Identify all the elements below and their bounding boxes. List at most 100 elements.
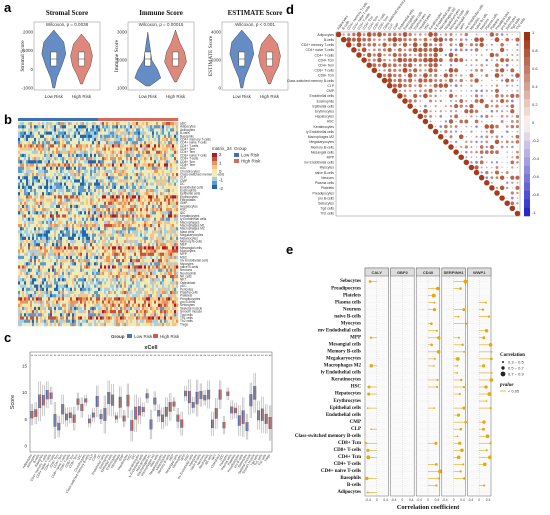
heatmap-cell (86, 150, 89, 155)
heatmap-cell (36, 144, 39, 148)
heatmap-cell (156, 150, 159, 155)
heatmap-cell (140, 125, 143, 129)
violin-frame (33, 21, 101, 91)
heatmap-cell (54, 176, 57, 180)
heatmap-cell (92, 166, 95, 171)
heatmap-cell (154, 198, 157, 202)
heatmap-cell (126, 185, 129, 190)
heatmap-cell (148, 246, 151, 250)
heatmap-cell (140, 137, 143, 142)
heatmap-cell (60, 153, 63, 158)
heatmap-cell (98, 198, 101, 202)
heatmap-cell (150, 290, 153, 295)
heatmap-cell (56, 157, 59, 161)
heatmap-cell (168, 297, 171, 301)
heatmap-cell (54, 188, 57, 193)
heatmap-cell (164, 278, 167, 282)
heatmap-row-label: Mast cells (180, 230, 195, 234)
heatmap-cell (146, 160, 149, 164)
heatmap-cell (164, 220, 167, 225)
heatmap-cell (140, 220, 143, 225)
heatmap-cell (128, 275, 131, 279)
heatmap-cell (140, 284, 143, 288)
heatmap-cell (68, 265, 71, 269)
heatmap-cell (20, 185, 23, 190)
heatmap-cell (20, 249, 23, 253)
heatmap-cell (176, 275, 179, 279)
heatmap-cell (18, 176, 21, 180)
heatmap-cell (152, 182, 155, 186)
heatmap-cell (152, 281, 155, 285)
heatmap-cell (90, 160, 93, 164)
heatmap-cell (28, 239, 31, 244)
heatmap-cell (138, 204, 141, 209)
heatmap-cell (176, 192, 179, 196)
heatmap-cell (48, 204, 51, 209)
heatmap-cell (74, 220, 77, 225)
heatmap-cell (110, 297, 113, 301)
heatmap-cell (136, 137, 139, 142)
heatmap-cell (34, 281, 37, 285)
heatmap-cell (60, 122, 63, 126)
heatmap-cell (80, 220, 83, 225)
heatmap-cell (126, 278, 129, 282)
heatmap-cell (176, 310, 179, 314)
heatmap-cell (64, 262, 67, 266)
heatmap-cell (110, 265, 113, 269)
heatmap-cell (136, 255, 139, 260)
heatmap-cell (126, 224, 129, 228)
heatmap-cell (70, 169, 73, 174)
heatmap-cell (134, 303, 137, 308)
heatmap-cell (168, 233, 171, 237)
heatmap-cell (104, 179, 107, 183)
heatmap-cell (130, 198, 133, 202)
heatmap-cell (62, 192, 65, 196)
heatmap-cell (58, 249, 61, 253)
heatmap-cell (174, 134, 177, 139)
heatmap-cell (76, 265, 79, 269)
heatmap-cell (98, 294, 101, 298)
heatmap-cell (142, 236, 145, 241)
heatmap-cell (108, 306, 111, 311)
heatmap-cell (166, 195, 169, 199)
heatmap-cell (62, 173, 65, 177)
heatmap-cell (88, 297, 91, 301)
heatmap-group-bar (60, 118, 63, 121)
violin-ytick: 2000 (211, 58, 222, 63)
heatmap-cell (96, 220, 99, 225)
heatmap-cell (94, 204, 97, 209)
heatmap-cell (58, 265, 61, 269)
heatmap-cell (170, 141, 173, 145)
heatmap-cell (128, 141, 131, 145)
heatmap-cell (82, 211, 85, 215)
heatmap-cell (24, 249, 27, 253)
heatmap-cell (160, 268, 163, 273)
heatmap-cell (94, 255, 97, 260)
heatmap-cell (116, 290, 119, 295)
heatmap-cell (124, 134, 127, 139)
heatmap-cell (166, 239, 169, 244)
heatmap-cell (106, 166, 109, 171)
violin-low-risk (41, 29, 67, 89)
heatmap-cell (102, 131, 105, 135)
heatmap-cell (100, 211, 103, 215)
heatmap-cell (74, 169, 77, 174)
heatmap-cell (84, 144, 87, 148)
heatmap-cell (132, 147, 135, 151)
heatmap-cell (70, 163, 73, 167)
heatmap-cell (112, 255, 115, 260)
heatmap-cell (54, 227, 57, 231)
heatmap-cell (84, 268, 87, 273)
heatmap-cell (68, 208, 71, 212)
heatmap-cell (26, 182, 29, 186)
heatmap-cell (120, 275, 123, 279)
heatmap-cell (120, 169, 123, 174)
heatmap-cell (168, 259, 171, 263)
heatmap-cell (66, 227, 69, 231)
heatmap-cell (146, 236, 149, 241)
heatmap-cell (44, 185, 47, 190)
heatmap-cell (84, 208, 87, 212)
heatmap-cell (66, 233, 69, 237)
heatmap-cell (86, 201, 89, 206)
heatmap-cell (124, 268, 127, 273)
